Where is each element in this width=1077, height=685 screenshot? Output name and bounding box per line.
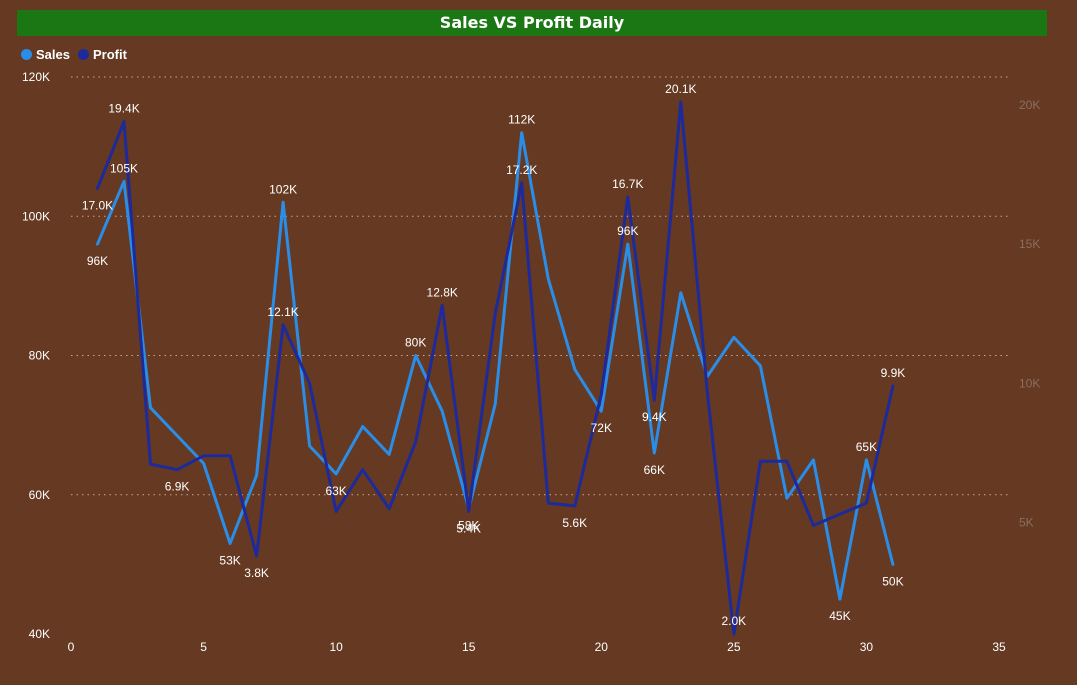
legend-item-sales[interactable]: Sales bbox=[21, 47, 70, 62]
data-label-profit: 9.9K bbox=[881, 366, 906, 380]
data-label-sales: 63K bbox=[325, 484, 346, 498]
x-tick-label: 0 bbox=[68, 640, 75, 654]
data-label-sales: 66K bbox=[644, 463, 665, 477]
x-tick-label: 20 bbox=[595, 640, 609, 654]
legend-marker-sales bbox=[21, 48, 32, 60]
legend: Sales Profit bbox=[21, 46, 127, 62]
x-tick-label: 30 bbox=[860, 640, 874, 654]
data-label-sales: 105K bbox=[110, 161, 138, 175]
y-left-tick-label: 60K bbox=[29, 488, 50, 502]
data-label-sales: 96K bbox=[87, 254, 108, 268]
data-label-sales: 65K bbox=[856, 440, 877, 454]
series-line-sales bbox=[96, 131, 895, 601]
y-left-tick-label: 100K bbox=[22, 209, 50, 223]
legend-label-sales: Sales bbox=[36, 46, 70, 62]
y-right-tick-label: 10K bbox=[1019, 376, 1040, 390]
data-label-profit: 6.9K bbox=[165, 480, 190, 494]
data-label-sales: 102K bbox=[269, 182, 297, 196]
data-label-profit: 17.0K bbox=[82, 198, 113, 212]
data-label-sales: 53K bbox=[219, 553, 240, 567]
y-left-tick-label: 120K bbox=[22, 70, 50, 84]
x-tick-label: 25 bbox=[727, 640, 741, 654]
data-label-sales: 112K bbox=[508, 113, 535, 127]
legend-label-profit: Profit bbox=[92, 46, 127, 62]
x-tick-label: 10 bbox=[329, 640, 343, 654]
x-tick-label: 35 bbox=[992, 640, 1006, 654]
data-label-profit: 2.0K bbox=[722, 614, 747, 628]
series-line-profit bbox=[96, 100, 895, 636]
data-label-sales: 58K bbox=[458, 519, 479, 533]
y-right-tick-label: 5K bbox=[1019, 516, 1034, 530]
y-left-tick-label: 80K bbox=[29, 349, 50, 363]
data-label-sales: 72K bbox=[591, 421, 612, 435]
data-label-sales: 50K bbox=[882, 574, 903, 588]
chart-title: Sales VS Profit Daily bbox=[17, 10, 1047, 36]
data-label-profit: 12.8K bbox=[427, 285, 458, 299]
x-tick-label: 15 bbox=[462, 640, 476, 654]
y-right-tick-label: 15K bbox=[1019, 237, 1040, 251]
data-label-profit: 5.6K bbox=[562, 516, 587, 530]
data-label-profit: 5.4K bbox=[456, 521, 481, 535]
data-label-profit: 3.8K bbox=[244, 566, 269, 580]
data-label-profit: 19.4K bbox=[108, 102, 139, 116]
data-label-sales: 45K bbox=[829, 609, 850, 623]
data-label-profit: 12.1K bbox=[267, 305, 298, 319]
data-label-sales: 80K bbox=[405, 336, 426, 350]
y-left-tick-label: 40K bbox=[29, 627, 50, 641]
data-label-profit: 9.4K bbox=[642, 410, 667, 424]
data-label-profit: 16.7K bbox=[612, 177, 643, 191]
x-tick-label: 5 bbox=[200, 640, 207, 654]
y-right-tick-label: 20K bbox=[1019, 98, 1040, 112]
legend-item-profit[interactable]: Profit bbox=[77, 46, 127, 62]
legend-marker-profit bbox=[77, 48, 89, 60]
data-label-profit: 17.2K bbox=[506, 163, 537, 177]
data-label-sales: 96K bbox=[617, 224, 638, 238]
data-label-profit: 20.1K bbox=[665, 82, 696, 96]
